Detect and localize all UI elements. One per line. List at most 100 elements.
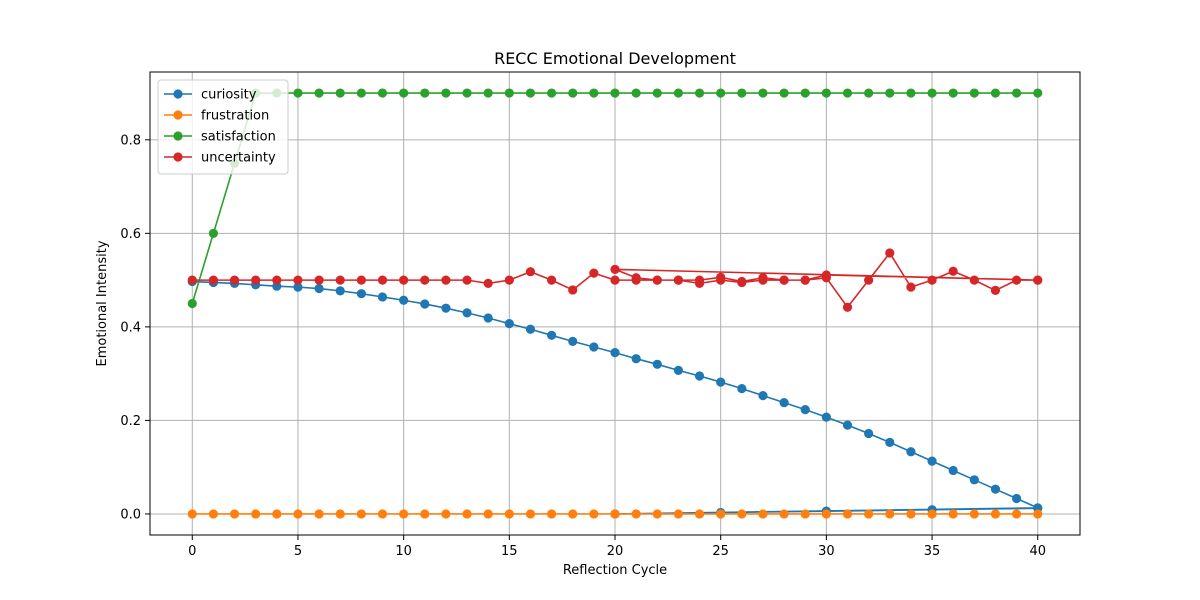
- data-point-curiosity: [758, 391, 768, 401]
- data-point-curiosity: [314, 283, 324, 294]
- x-axis-label: Reflection Cycle: [563, 563, 667, 578]
- data-point-frustration: [779, 509, 789, 519]
- data-point-uncertainty: [335, 275, 345, 285]
- y-tick-label: 0.2: [120, 414, 141, 429]
- data-point-satisfaction: [462, 88, 472, 98]
- y-tick-label: 0.4: [120, 320, 141, 335]
- legend-label: satisfaction: [201, 130, 276, 145]
- data-point-satisfaction: [864, 88, 874, 98]
- data-point-satisfaction: [927, 88, 937, 98]
- data-point-satisfaction: [568, 88, 578, 98]
- data-point-uncertainty: [1011, 275, 1022, 285]
- data-point-frustration: [377, 509, 388, 519]
- data-point-curiosity: [483, 313, 493, 323]
- legend: curiosity frustration satisfaction uncertai…: [157, 79, 289, 175]
- data-point-uncertainty: [779, 275, 789, 285]
- data-point-frustration: [631, 509, 641, 519]
- legend-marker: [173, 110, 183, 120]
- data-point-uncertainty: [483, 278, 493, 288]
- data-point-uncertainty: [589, 268, 599, 278]
- data-point-curiosity: [694, 371, 705, 381]
- data-point-uncertainty: [610, 264, 620, 274]
- data-point-satisfaction: [969, 88, 979, 98]
- y-tick-label: 0.0: [120, 507, 141, 522]
- data-point-frustration: [208, 509, 219, 519]
- data-point-satisfaction: [948, 88, 958, 98]
- data-point-curiosity: [293, 282, 303, 292]
- data-point-satisfaction: [800, 88, 810, 98]
- data-point-satisfaction: [187, 298, 197, 309]
- data-point-uncertainty: [652, 275, 662, 285]
- data-point-curiosity: [335, 286, 345, 296]
- data-point-uncertainty: [631, 273, 641, 283]
- data-point-curiosity: [927, 456, 937, 466]
- ticks: 0 5 10 15 20 25 30 35 40 0.0 0.2 0.4 0.6 0.8: [120, 133, 1046, 559]
- data-point-uncertainty: [969, 275, 979, 285]
- series-layer: [187, 88, 1043, 519]
- data-point-curiosity: [589, 342, 599, 352]
- data-point-frustration: [948, 509, 958, 519]
- series-frustration: [187, 509, 1043, 519]
- data-point-curiosity: [716, 377, 726, 387]
- data-point-frustration: [525, 509, 536, 519]
- data-point-curiosity: [906, 447, 916, 457]
- data-point-curiosity: [462, 308, 472, 318]
- data-point-curiosity: [1011, 493, 1022, 504]
- data-point-uncertainty: [293, 275, 303, 285]
- data-point-satisfaction: [610, 88, 620, 98]
- chart-title: RECC Emotional Development: [494, 49, 736, 68]
- data-point-uncertainty: [546, 275, 557, 285]
- data-point-frustration: [610, 509, 620, 519]
- data-point-uncertainty: [737, 276, 747, 287]
- data-point-uncertainty: [758, 273, 768, 283]
- data-point-frustration: [462, 509, 472, 519]
- data-point-uncertainty: [694, 275, 705, 285]
- x-tick-label: 20: [607, 544, 624, 559]
- data-point-satisfaction: [420, 88, 430, 98]
- data-point-curiosity: [420, 299, 430, 309]
- data-point-uncertainty: [251, 275, 261, 285]
- data-point-frustration: [864, 509, 874, 519]
- data-point-curiosity: [546, 330, 557, 340]
- data-point-satisfaction: [990, 88, 1001, 98]
- data-point-satisfaction: [821, 88, 831, 98]
- data-point-uncertainty: [525, 267, 536, 277]
- data-point-frustration: [546, 509, 557, 519]
- legend-box: [157, 79, 289, 175]
- data-point-uncertainty: [504, 275, 514, 285]
- x-tick-label: 0: [188, 544, 196, 559]
- data-point-frustration: [673, 509, 684, 519]
- data-point-curiosity: [842, 420, 853, 430]
- data-point-curiosity: [610, 348, 620, 358]
- data-point-satisfaction: [758, 88, 768, 98]
- data-point-curiosity: [525, 324, 536, 334]
- data-point-satisfaction: [631, 88, 641, 98]
- data-point-uncertainty: [1033, 275, 1043, 285]
- data-point-satisfaction: [1011, 88, 1022, 98]
- data-point-curiosity: [821, 412, 831, 422]
- data-point-frustration: [568, 509, 578, 519]
- x-tick-label: 25: [712, 544, 729, 559]
- data-point-uncertainty: [399, 275, 409, 285]
- data-point-satisfaction: [483, 88, 493, 98]
- series-uncertainty: [187, 248, 1043, 312]
- data-point-curiosity: [673, 365, 684, 375]
- data-point-curiosity: [504, 319, 514, 329]
- legend-item-curiosity: curiosity: [164, 88, 257, 103]
- data-point-curiosity: [779, 398, 789, 408]
- data-point-curiosity: [990, 484, 1001, 494]
- data-point-uncertainty: [906, 282, 916, 292]
- data-point-satisfaction: [906, 88, 916, 98]
- legend-label: frustration: [201, 109, 269, 124]
- data-point-frustration: [251, 509, 261, 519]
- data-point-frustration: [969, 509, 979, 519]
- data-point-curiosity: [969, 475, 979, 485]
- legend-marker: [173, 89, 183, 99]
- data-point-frustration: [800, 509, 810, 519]
- data-point-uncertainty: [568, 285, 578, 295]
- data-point-curiosity: [652, 359, 662, 369]
- data-point-frustration: [335, 509, 345, 519]
- data-point-frustration: [272, 509, 282, 519]
- data-point-curiosity: [399, 295, 409, 305]
- data-point-uncertainty: [441, 275, 451, 285]
